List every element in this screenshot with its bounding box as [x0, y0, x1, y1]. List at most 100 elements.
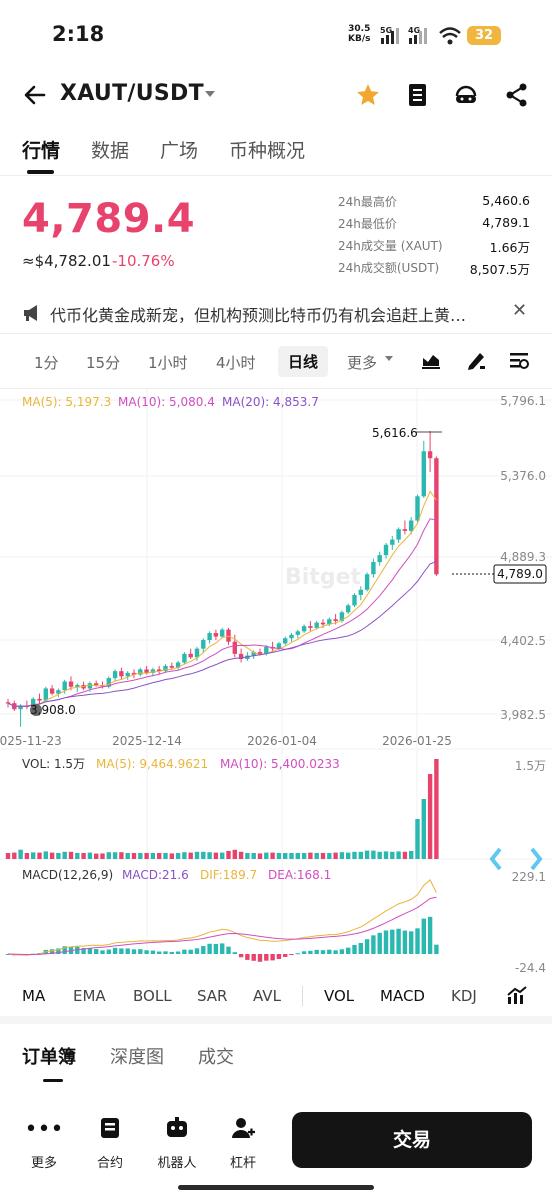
pair-title[interactable]: XAUT/USDT: [60, 81, 204, 106]
volume-bar: [119, 852, 124, 859]
x-tick: 2025-12-14: [112, 734, 182, 748]
indicator-ema[interactable]: EMA: [73, 987, 106, 1005]
section-divider: [0, 1016, 552, 1024]
volume-bar: [18, 849, 23, 859]
share-icon[interactable]: [505, 82, 529, 108]
candle-body: [346, 605, 351, 613]
nav-robot[interactable]: 机器人: [152, 1116, 202, 1171]
volume-bar: [327, 853, 332, 859]
candle-body: [238, 653, 244, 660]
support-icon[interactable]: [453, 82, 479, 108]
stat-label: 24h最高价: [338, 195, 397, 209]
candle-body: [62, 681, 67, 691]
macd-bar: [94, 949, 99, 954]
macd-bar: [232, 952, 237, 954]
nav-contract[interactable]: 合约: [85, 1116, 135, 1171]
candle-body: [49, 688, 55, 694]
y-tick: 5,376.0: [500, 469, 546, 483]
indicator-chart-icon[interactable]: [506, 985, 528, 1005]
volume-bar: [295, 853, 300, 859]
stat-label: 24h成交量 (XAUT): [338, 239, 443, 253]
star-icon[interactable]: [355, 82, 381, 108]
more-dots-icon: •••: [24, 1117, 64, 1142]
draw-pen-icon[interactable]: [465, 349, 487, 371]
timeframe-more[interactable]: 更多: [347, 354, 378, 372]
volume-bar: [333, 852, 338, 859]
divider: [0, 388, 552, 389]
timeframe-1d[interactable]: 日线: [278, 346, 329, 377]
tab-depth[interactable]: 深度图: [110, 1047, 164, 1068]
tab-trades[interactable]: 成交: [198, 1047, 234, 1068]
nav-more[interactable]: ••• 更多: [19, 1116, 69, 1171]
divider: [302, 986, 303, 1006]
indicator-boll[interactable]: BOLL: [133, 987, 172, 1005]
indicator-kdj[interactable]: KDJ: [451, 987, 477, 1005]
trade-button[interactable]: 交易: [292, 1112, 532, 1168]
volume-bar: [131, 853, 137, 859]
candle-body: [264, 646, 269, 654]
candle-body: [106, 678, 111, 687]
volume-bar: [434, 759, 439, 859]
macd-bar: [402, 930, 408, 954]
volume-bar: [371, 850, 376, 859]
chart-style-icon[interactable]: [420, 350, 442, 370]
news-headline[interactable]: 代币化黄金成新宠，但机构预测比特币仍有机会追赶上黄…: [50, 306, 467, 325]
candle-body: [383, 544, 389, 556]
candle-body: [87, 683, 93, 689]
current-price-tag: [493, 564, 547, 584]
candle-body: [276, 643, 282, 649]
macd-bar: [163, 951, 168, 954]
macd-bar: [201, 946, 206, 954]
tab-market[interactable]: 行情: [22, 140, 61, 162]
kline-chart[interactable]: Bitget MA(5): 5,197.3 MA(10): 5,080.4 MA…: [0, 389, 552, 979]
indicator-vol[interactable]: VOL: [324, 987, 355, 1005]
x-tick: 2026-01-04: [247, 734, 317, 748]
home-indicator[interactable]: [178, 1185, 374, 1190]
macd-bar: [421, 918, 426, 954]
indicator-avl[interactable]: AVL: [253, 987, 281, 1005]
timeframe-1m[interactable]: 1分: [34, 354, 59, 372]
y-tick: 5,796.1: [500, 394, 546, 408]
y-tick: 3,982.5: [500, 708, 546, 722]
volume-bar: [264, 852, 269, 859]
macd-bar: [314, 949, 319, 954]
candle-body: [352, 594, 357, 606]
high-label: 5,616.6: [372, 426, 418, 440]
volume-bar: [251, 853, 256, 859]
indicator-settings-icon[interactable]: [508, 350, 530, 370]
megaphone-icon: [24, 305, 37, 321]
macd-bar: [157, 951, 162, 954]
notebook-icon[interactable]: [406, 82, 430, 108]
timeframe-1h[interactable]: 1小时: [148, 354, 188, 372]
chevron-down-icon[interactable]: [384, 355, 394, 363]
indicator-sar[interactable]: SAR: [197, 987, 228, 1005]
candle-body: [390, 539, 395, 545]
timeframe-4h[interactable]: 4小时: [216, 354, 256, 372]
macd-bar: [106, 949, 111, 954]
candle-body: [56, 690, 61, 694]
candle-body: [220, 629, 225, 637]
volume-bar: [421, 799, 426, 859]
volume-bar: [112, 852, 118, 859]
candle-body: [226, 629, 231, 642]
indicator-ma[interactable]: MA: [22, 987, 46, 1005]
indicator-macd[interactable]: MACD: [380, 987, 425, 1005]
candle-body: [94, 683, 99, 685]
macd-bar: [87, 948, 93, 954]
volume-bar: [5, 853, 11, 859]
candle-body: [131, 672, 137, 675]
macd-bar: [270, 954, 275, 961]
chevron-down-icon[interactable]: [204, 89, 216, 99]
tab-square[interactable]: 广场: [160, 140, 199, 162]
volume-bar: [144, 853, 149, 859]
timeframe-15m[interactable]: 15分: [86, 354, 121, 372]
watermark: Bitget: [285, 565, 361, 590]
close-icon[interactable]: ✕: [512, 300, 528, 321]
volume-bar: [226, 851, 231, 859]
tab-data[interactable]: 数据: [91, 140, 130, 162]
nav-leverage[interactable]: 杠杆: [218, 1116, 268, 1171]
tab-orderbook[interactable]: 订单簿: [22, 1047, 76, 1068]
volume-bar: [31, 852, 36, 859]
back-arrow-icon[interactable]: [22, 82, 48, 108]
tab-overview[interactable]: 币种概况: [229, 140, 306, 162]
